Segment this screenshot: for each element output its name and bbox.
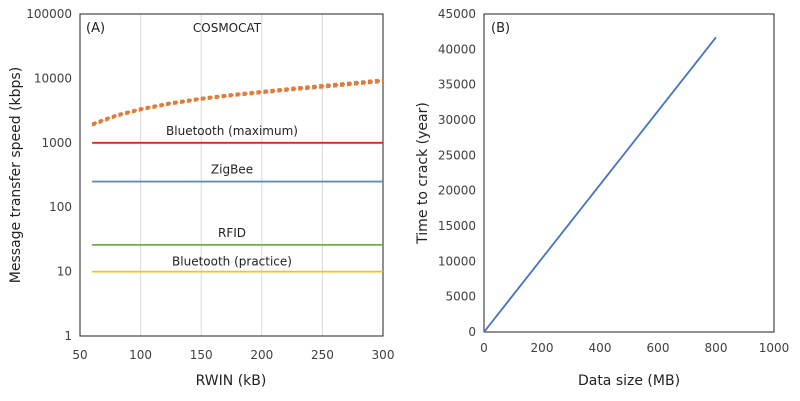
chart-a-reference-label: RFID [218, 226, 246, 240]
chart-b-x-tick-label: 600 [647, 341, 670, 355]
chart-a-x-tick-label: 150 [190, 348, 213, 362]
chart-a-cosmocat-label: COSMOCAT [193, 21, 262, 35]
chart-b-y-tick-label: 40000 [438, 42, 476, 56]
chart-b-x-axis-label: Data size (MB) [578, 373, 680, 389]
chart-b-y-tick-label: 45000 [438, 7, 476, 21]
chart-a-x-tick-label: 50 [72, 348, 87, 362]
chart-b-y-tick-label: 10000 [438, 254, 476, 268]
chart-b-y-tick-label: 20000 [438, 184, 476, 198]
chart-b-panel-label: (B) [491, 21, 510, 36]
chart-b-x-tick-label: 200 [531, 341, 554, 355]
chart-a-y-axis-label: Message transfer speed (kbps) [8, 67, 24, 283]
chart-a-y-tick-label: 10000 [34, 71, 72, 85]
chart-a-panel-label: (A) [86, 21, 105, 36]
chart-a-x-tick-label: 200 [250, 348, 273, 362]
chart-a-gridlines [140, 14, 323, 336]
chart-b-x-tick-label: 800 [705, 341, 728, 355]
chart-a-x-tick-label: 250 [311, 348, 334, 362]
chart-b-y-axis-label: Time to crack (year) [415, 102, 431, 245]
chart-b-y-tick-label: 15000 [438, 219, 476, 233]
chart-a-y-tick-label: 100000 [26, 7, 72, 21]
chart-a-y-tick-label: 1 [64, 329, 72, 343]
chart-a-reference-label: Bluetooth (maximum) [166, 124, 298, 138]
chart-b-y-tick-label: 30000 [438, 113, 476, 127]
chart-a-cosmocat-line [91, 78, 384, 125]
chart-a-plot-frame [79, 13, 384, 337]
chart-a-reference-label: ZigBee [211, 163, 253, 177]
chart-a-cosmocat-line [91, 81, 384, 127]
chart-b-x-tick-label: 1000 [759, 341, 790, 355]
chart-a-y-tick-label: 10 [57, 265, 72, 279]
chart-b-y-tick-label: 5000 [445, 290, 476, 304]
chart-b-y-tick-label: 25000 [438, 148, 476, 162]
chart-b-x-tick-label: 0 [480, 341, 488, 355]
chart-b-x-tick-label: 400 [589, 341, 612, 355]
chart-b-y-tick-label: 0 [468, 325, 476, 339]
chart-a-y-ticks: 1 10 100 1000 10000 100000 [26, 7, 72, 343]
chart-a-annotations: Bluetooth (maximum) ZigBee RFID Bluetooth (… [166, 21, 298, 269]
chart-a-x-tick-label: 100 [129, 348, 152, 362]
chart-b-y-tick-label: 35000 [438, 78, 476, 92]
chart-b-series-line [483, 36, 717, 333]
chart-a-cosmocat-line [91, 79, 384, 126]
chart-a-y-tick-label: 100 [49, 200, 72, 214]
chart-b-x-ticks: 0 200 400 600 800 1000 [480, 341, 789, 355]
chart-b-series [483, 36, 717, 333]
chart-b: 0 200 400 600 800 1000 0 5000 10000 15000 20000 25… [415, 7, 789, 389]
chart-a-x-axis-label: RWIN (kB) [196, 373, 267, 389]
chart-a: 50 100 150 200 250 300 110100100010000100000 … [8, 7, 394, 389]
chart-a-x-tick-label: 300 [372, 348, 395, 362]
chart-a-series [91, 78, 384, 273]
chart-a-y-tick-label: 1000 [41, 136, 72, 150]
chart-a-x-ticks: 50 100 150 200 250 300 [72, 348, 394, 362]
chart-b-y-ticks: 0 5000 10000 15000 20000 25000 30000 35000 40000… [438, 7, 476, 339]
chart-b-plot-frame [483, 13, 775, 333]
chart-a-reference-label: Bluetooth (practice) [172, 255, 292, 269]
